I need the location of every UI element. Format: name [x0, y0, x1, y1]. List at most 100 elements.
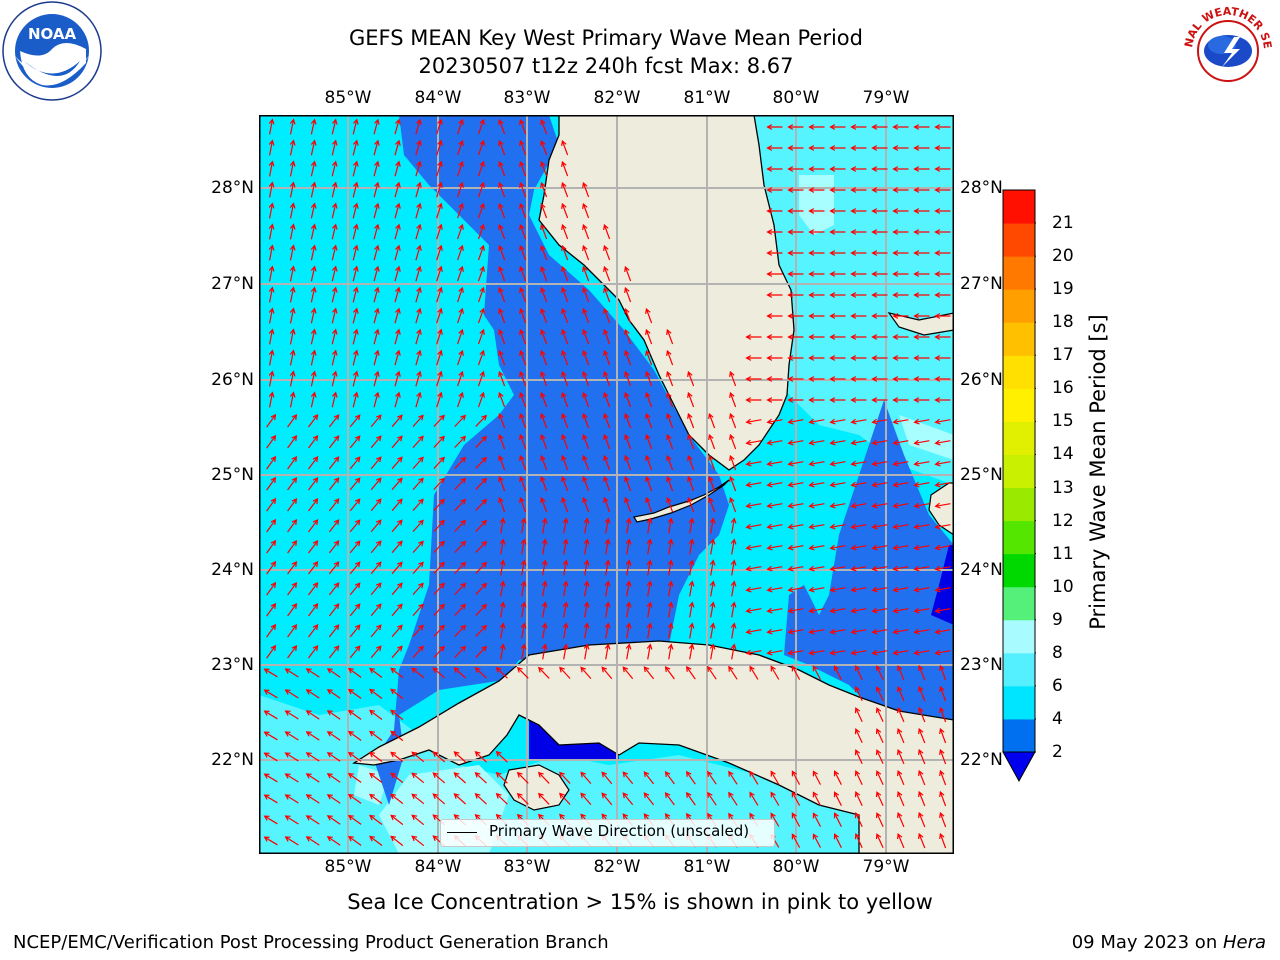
wave-arrow [875, 791, 884, 807]
wave-arrow [913, 334, 930, 340]
wave-arrow [561, 286, 569, 303]
wave-arrow [457, 160, 464, 177]
wave-arrow [787, 166, 804, 172]
wave-arrow [541, 538, 548, 555]
wave-arrow [871, 460, 888, 467]
colorbar-tick-label: 21 [1052, 213, 1074, 234]
wave-arrow [562, 580, 569, 597]
wave-arrow [918, 664, 926, 681]
wave-arrow [310, 307, 317, 324]
wave-arrow [645, 412, 653, 429]
wave-arrow [454, 456, 467, 469]
wave-arrow [603, 391, 611, 408]
wave-arrow [391, 519, 403, 533]
wave-arrow [390, 709, 404, 721]
wave-arrow [667, 622, 674, 639]
wave-arrow [289, 370, 296, 387]
wave-arrow [850, 460, 867, 467]
wave-arrow [326, 815, 341, 825]
wave-arrow [519, 475, 527, 492]
wave-arrow [624, 328, 632, 345]
wave-arrow [687, 370, 695, 387]
wave-arrow [390, 835, 404, 847]
wave-arrow [728, 791, 738, 806]
wave-arrow [289, 139, 296, 156]
wave-arrow [370, 582, 382, 596]
wave-arrow [829, 229, 846, 235]
wave-arrow [268, 139, 275, 156]
wave-arrow [934, 313, 951, 319]
wave-arrow [766, 544, 783, 551]
wave-arrow [498, 496, 506, 513]
wave-arrow [808, 649, 825, 656]
wave-arrow [457, 391, 464, 408]
colorbar-tick-label: 12 [1052, 510, 1074, 531]
wave-arrow [368, 688, 383, 699]
wave-arrow [266, 413, 277, 428]
wave-arrow [854, 686, 863, 702]
wave-arrow [516, 666, 529, 679]
map-plot-area[interactable] [259, 115, 954, 854]
colorbar-tick-label: 11 [1052, 543, 1074, 564]
wave-arrow [308, 644, 319, 659]
wave-arrow [787, 334, 804, 340]
wave-arrow [808, 166, 825, 172]
wave-arrow [871, 145, 888, 151]
wave-arrow [477, 391, 485, 408]
wave-arrow [582, 475, 590, 492]
wave-arrow [390, 667, 404, 679]
wave-arrow [308, 581, 319, 596]
wave-arrow [871, 607, 888, 614]
wave-arrow [519, 139, 527, 156]
wave-arrow [666, 475, 674, 492]
wave-arrow [516, 792, 529, 805]
lat-label: 25°N [211, 465, 254, 485]
wave-arrow [561, 265, 569, 282]
wave-arrow [645, 328, 653, 345]
wave-arrow [394, 223, 401, 240]
wave-arrow [540, 118, 548, 135]
wave-arrow [411, 814, 425, 826]
wave-arrow [328, 645, 340, 659]
colorbar-swatch [1003, 190, 1035, 224]
wave-arrow [687, 496, 695, 513]
wave-arrow [390, 772, 404, 784]
wave-arrow [666, 496, 674, 513]
wave-arrow [624, 370, 632, 387]
wave-arrow [266, 644, 277, 659]
wave-arrow [939, 811, 947, 828]
wave-arrow [541, 643, 548, 660]
wave-arrow [390, 688, 404, 700]
wave-arrow [475, 414, 488, 427]
lat-label: 22°N [960, 750, 1003, 770]
wave-arrow [559, 792, 571, 805]
wave-arrow [688, 580, 695, 597]
wave-arrow [289, 286, 296, 303]
wave-arrow [871, 649, 888, 656]
wave-arrow [808, 208, 825, 214]
wave-arrow [687, 433, 695, 450]
wave-arrow [688, 538, 695, 555]
wave-arrow [519, 265, 527, 282]
wave-arrow [808, 460, 825, 467]
footer-branch: NCEP/EMC/Verification Post Processing Pr… [13, 932, 609, 953]
wave-arrow [390, 793, 404, 805]
wave-arrow [582, 265, 590, 282]
wave-arrow [436, 307, 443, 324]
wave-arrow [394, 328, 401, 345]
wave-arrow [939, 769, 947, 786]
wave-arrow [625, 538, 632, 555]
wave-arrow [603, 496, 611, 513]
wave-arrow [687, 391, 695, 408]
sea-ice-note: Sea Ice Concentration > 15% is shown in … [347, 890, 933, 914]
wave-arrow [829, 460, 846, 467]
wave-arrow [475, 435, 488, 448]
wave-arrow [347, 751, 362, 762]
wave-arrow [268, 202, 275, 219]
wave-arrow [582, 244, 590, 261]
wave-arrow [892, 418, 909, 425]
wave-arrow [829, 292, 846, 298]
wave-arrow [730, 622, 737, 639]
wave-arrow [305, 773, 320, 783]
wave-arrow [352, 328, 359, 345]
